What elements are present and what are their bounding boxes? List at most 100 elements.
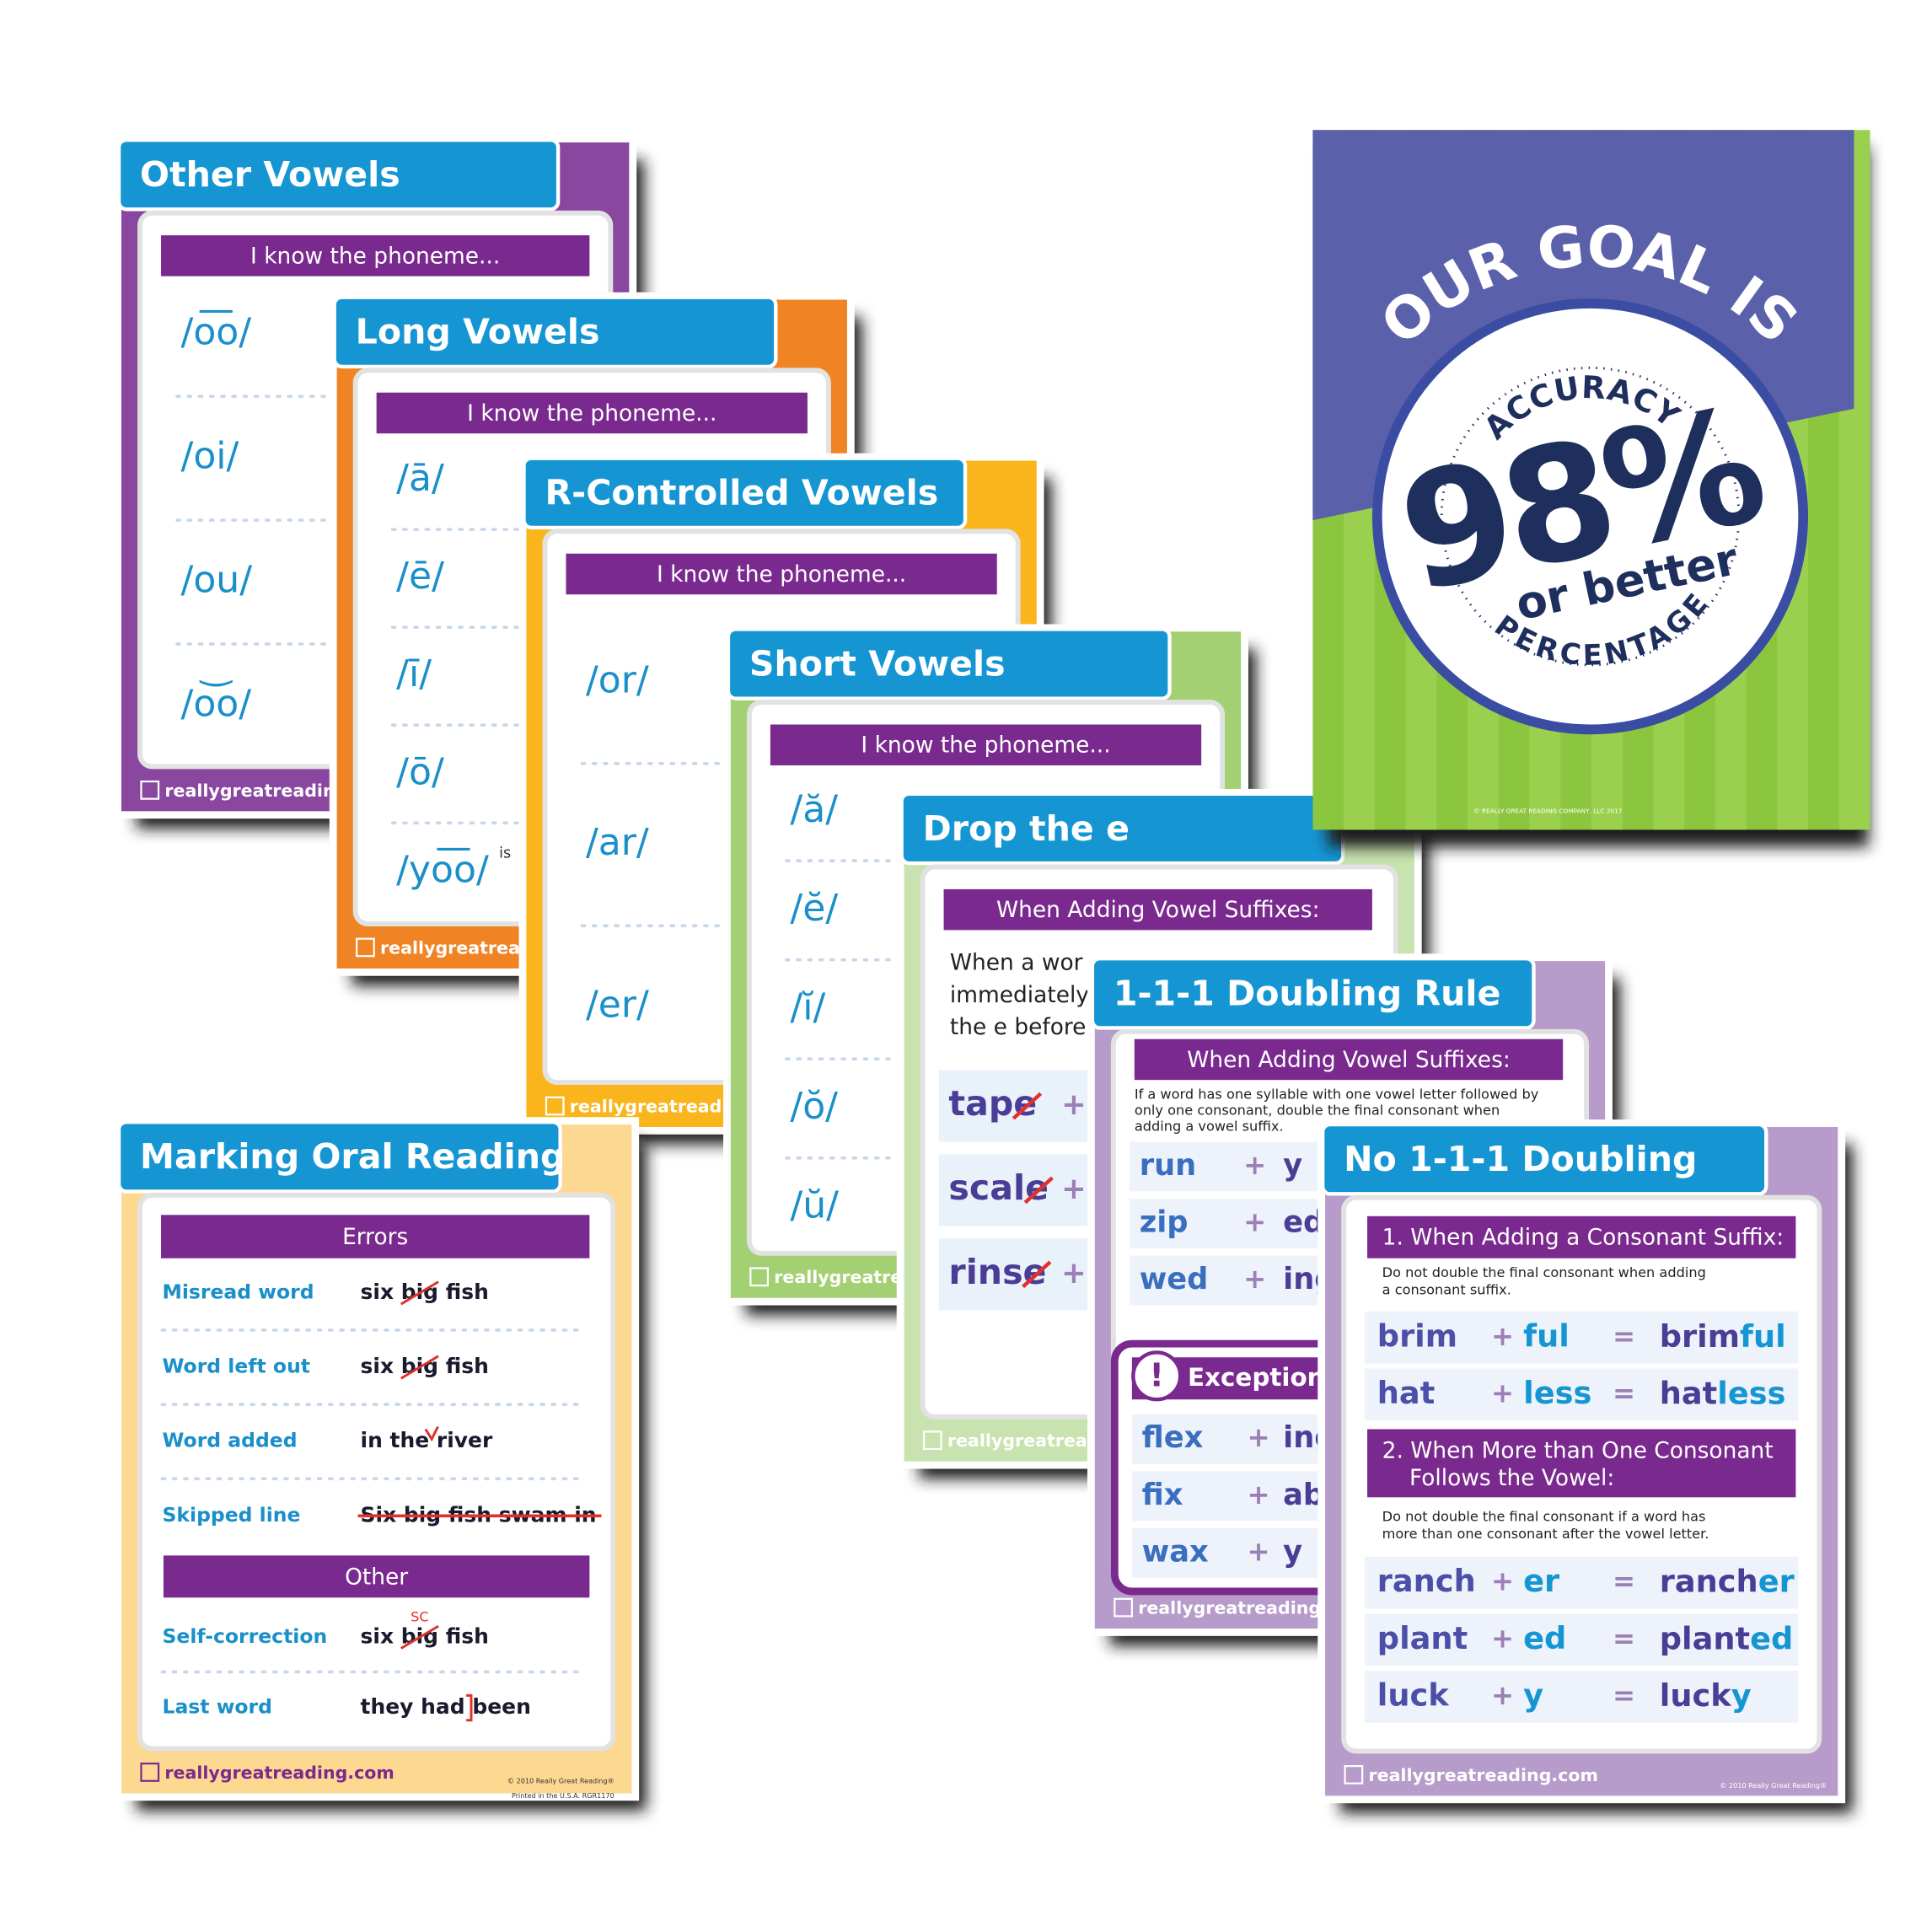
header-bar (1367, 1429, 1796, 1498)
row-bg (1365, 1670, 1799, 1723)
word: brim (1377, 1318, 1457, 1354)
header-bar (161, 235, 590, 276)
phoneme: /ō/ (396, 750, 444, 793)
strike (1023, 1176, 1054, 1205)
title-band (1090, 956, 1536, 1030)
phoneme: /ĭ/ (790, 985, 825, 1028)
header-text: Other (345, 1564, 408, 1590)
badge-dots (1440, 366, 1741, 667)
phoneme: /ī/ (396, 652, 432, 695)
logo (1114, 1597, 1133, 1618)
result-base: ranch (1660, 1563, 1758, 1599)
word: run (1140, 1148, 1197, 1183)
result-base: plant (1660, 1620, 1750, 1656)
mark-example: six big fish (361, 1280, 489, 1304)
plus: + (1491, 1679, 1514, 1711)
rule-note: If a word has one syllable with one vowe… (1135, 1086, 1539, 1102)
result-base: hat (1660, 1375, 1717, 1411)
row-bg (1365, 1556, 1799, 1609)
result-base: luck (1660, 1677, 1732, 1713)
mark-example: six big fish (361, 1354, 489, 1378)
header-text: When Adding Vowel Suffixes: (1187, 1047, 1511, 1073)
suffix: y (1523, 1677, 1543, 1713)
poster-title: R-Controlled Vowels (545, 473, 938, 513)
poster-title: Other Vowels (140, 154, 400, 195)
word: rinse (948, 1252, 1046, 1292)
plus: + (1248, 1479, 1270, 1511)
plus: + (1061, 1256, 1087, 1291)
footer: reallygreatreading.com (1369, 1765, 1598, 1785)
plus: + (1248, 1535, 1270, 1567)
suffix: er (1523, 1563, 1559, 1599)
logo (749, 1267, 770, 1287)
header-bar (1134, 1038, 1564, 1081)
equals: = (1613, 1377, 1635, 1409)
suffix: y (1283, 1534, 1302, 1569)
phoneme: /ē/ (396, 555, 444, 598)
word: wed (1140, 1262, 1209, 1296)
header-bar (566, 553, 997, 595)
mark-label: Word left out (162, 1355, 310, 1378)
row-bg (1365, 1613, 1799, 1666)
logo (356, 937, 375, 958)
rule-note: Do not double the final consonant when a… (1382, 1264, 1706, 1280)
plus: + (1491, 1320, 1514, 1352)
phoneme: /ŏ/ (790, 1085, 838, 1128)
phoneme: /or/ (586, 659, 649, 702)
mark-label: Last word (162, 1695, 272, 1719)
title-band (522, 456, 968, 530)
result-ending: ful (1740, 1318, 1786, 1354)
header-text: I know the phoneme... (250, 243, 500, 269)
header-text: Follows the Vowel: (1409, 1465, 1614, 1491)
title-band (726, 627, 1172, 700)
phoneme: /ou/ (181, 559, 253, 602)
word: fix (1142, 1478, 1183, 1512)
logo (922, 1430, 942, 1451)
suffix: less (1523, 1375, 1591, 1411)
phoneme: /yo͞o/ (396, 846, 489, 891)
result: hatless (1660, 1375, 1786, 1411)
row-bg (1365, 1311, 1799, 1364)
header-text: When Adding Vowel Suffixes: (996, 897, 1320, 923)
suffix: y (1283, 1148, 1302, 1183)
exception-icon: ! (1150, 1357, 1164, 1394)
mark-example: they had been (361, 1694, 531, 1719)
equals: = (1613, 1320, 1635, 1352)
logo (545, 1096, 565, 1116)
header-bar (161, 1215, 590, 1258)
header-text: I know the phoneme... (467, 400, 716, 427)
poster-title: Long Vowels (356, 312, 600, 352)
row-bg (938, 1238, 1100, 1311)
header-text: 2. When More than One Consonant (1382, 1437, 1774, 1463)
rule-note: a consonant suffix. (1382, 1281, 1511, 1297)
card (137, 1192, 616, 1752)
word: wax (1142, 1534, 1209, 1569)
word: scale (948, 1167, 1049, 1208)
mark-example: six big fish (361, 1623, 489, 1648)
header-bar (943, 888, 1372, 931)
row-bg (938, 1154, 1100, 1226)
logo (1344, 1765, 1364, 1784)
title-band (116, 1119, 562, 1194)
phoneme: /ă/ (790, 787, 838, 830)
plus: + (1491, 1622, 1514, 1654)
poster-title: Marking Oral Reading (140, 1136, 565, 1177)
strike (1012, 1092, 1043, 1120)
poster-title: No 1-1-1 Doubling (1344, 1139, 1697, 1179)
word: plant (1377, 1620, 1468, 1656)
word: tape (948, 1083, 1037, 1124)
mark-label: Skipped line (162, 1503, 300, 1527)
result-ending: less (1717, 1375, 1785, 1411)
rule-note: more than one consonant after the vowel … (1382, 1526, 1709, 1542)
plus: + (1061, 1172, 1087, 1206)
mark-label: Misread word (162, 1280, 314, 1303)
header-text: Errors (342, 1224, 408, 1250)
correction (400, 1280, 439, 1306)
copyright: © 2010 Really Great Reading® (1720, 1781, 1827, 1790)
header-text: I know the phoneme... (657, 561, 906, 588)
word: luck (1377, 1677, 1450, 1713)
title-band (332, 295, 778, 369)
header-bar (770, 724, 1202, 765)
correction-mark: SC (411, 1608, 429, 1624)
